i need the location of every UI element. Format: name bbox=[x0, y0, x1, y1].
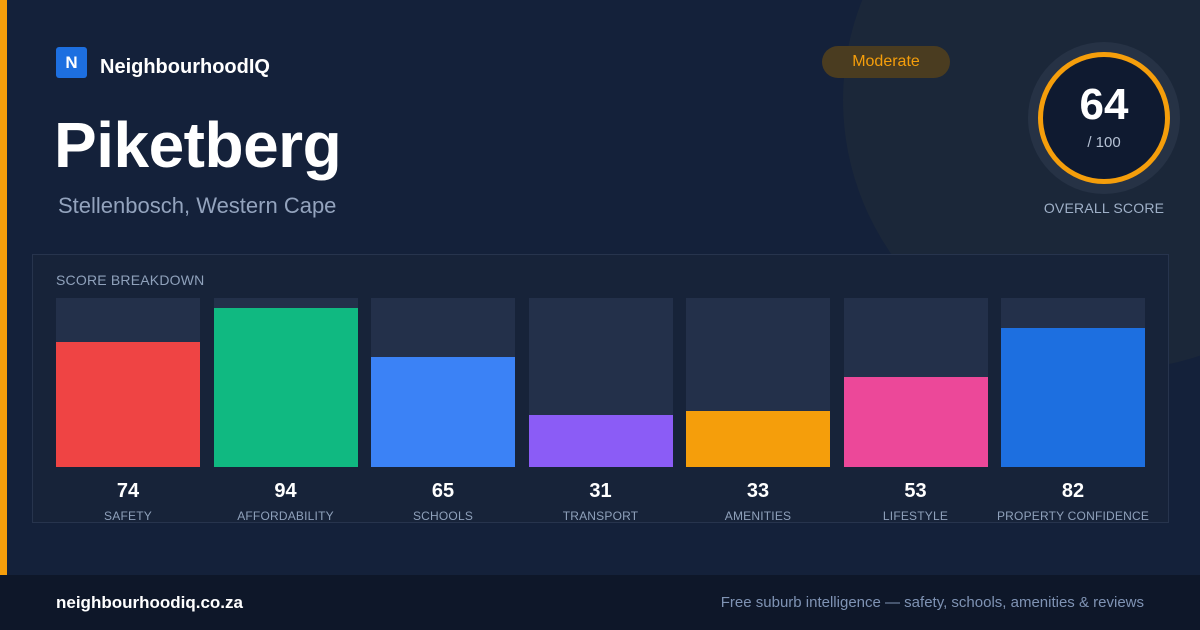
score-breakdown: SCORE BREAKDOWN 74 SAFETY 94 AFFORDABILITY 6… bbox=[32, 254, 1169, 523]
bar-fill bbox=[843, 377, 988, 467]
accent-stripe bbox=[0, 0, 7, 575]
overall-score-ring: 64 / 100 bbox=[1028, 42, 1180, 194]
brand-logo-icon: N bbox=[56, 47, 87, 78]
bar-value: 74 bbox=[116, 480, 140, 502]
footer-domain: neighbourhoodiq.co.za bbox=[56, 593, 243, 612]
breakdown-column-transport: 31 TRANSPORT bbox=[528, 298, 673, 524]
bar-fill bbox=[528, 415, 673, 467]
bar-fill bbox=[1001, 328, 1145, 467]
bar-value: 94 bbox=[274, 480, 297, 502]
breakdown-column-safety: 74 SAFETY bbox=[56, 298, 200, 524]
bar-track bbox=[56, 298, 200, 467]
bar-track bbox=[1001, 298, 1145, 467]
overall-score-max: / 100 bbox=[1087, 134, 1121, 151]
bar-label: SCHOOLS bbox=[412, 509, 474, 523]
bar-fill bbox=[686, 411, 830, 467]
breakdown-column-property-confidence: 82 PROPERTY CONFIDENCE bbox=[997, 298, 1149, 524]
rating-badge: Moderate bbox=[822, 46, 950, 78]
brand: N NeighbourhoodIQ bbox=[56, 46, 270, 79]
bar-label: LIFESTYLE bbox=[882, 509, 949, 523]
bar-fill bbox=[213, 308, 358, 467]
score-ring-outline bbox=[1038, 52, 1170, 184]
bar-label: PROPERTY CONFIDENCE bbox=[996, 509, 1150, 523]
breakdown-column-lifestyle: 53 LIFESTYLE bbox=[843, 298, 988, 524]
bar-track bbox=[686, 298, 830, 467]
bar-track bbox=[843, 298, 988, 467]
bar-fill bbox=[56, 342, 200, 467]
bar-value: 31 bbox=[589, 480, 612, 502]
footer-tagline: Free suburb intelligence — safety, schoo… bbox=[720, 594, 1144, 611]
suburb-name: Piketberg bbox=[54, 109, 342, 181]
bar-value: 82 bbox=[1061, 480, 1085, 502]
bar-label: SAFETY bbox=[104, 509, 152, 523]
bar-label: AFFORDABILITY bbox=[237, 509, 334, 523]
bar-track bbox=[213, 298, 358, 467]
footer: neighbourhoodiq.co.za Free suburb intell… bbox=[0, 575, 1200, 630]
overall-score-value: 64 bbox=[1079, 80, 1129, 129]
bar-value: 53 bbox=[904, 480, 927, 502]
bar-value: 65 bbox=[431, 480, 455, 502]
bar-fill bbox=[371, 357, 515, 467]
brand-name: NeighbourhoodIQ bbox=[100, 56, 270, 78]
breakdown-title: SCORE BREAKDOWN bbox=[56, 272, 205, 288]
breakdown-column-amenities: 33 AMENITIES bbox=[686, 298, 830, 524]
bar-label: TRANSPORT bbox=[562, 509, 639, 523]
bar-value: 33 bbox=[746, 480, 770, 502]
bar-label: AMENITIES bbox=[724, 509, 792, 523]
bar-track bbox=[528, 298, 673, 467]
bar-track bbox=[371, 298, 515, 467]
share-card: N NeighbourhoodIQ Piketberg Stellenbosch… bbox=[0, 0, 1180, 575]
suburb-region: Stellenbosch, Western Cape bbox=[58, 193, 337, 218]
breakdown-column-affordability: 94 AFFORDABILITY bbox=[213, 298, 358, 524]
breakdown-column-schools: 65 SCHOOLS bbox=[371, 298, 515, 524]
overall-score-label: OVERALL SCORE bbox=[1043, 200, 1165, 216]
